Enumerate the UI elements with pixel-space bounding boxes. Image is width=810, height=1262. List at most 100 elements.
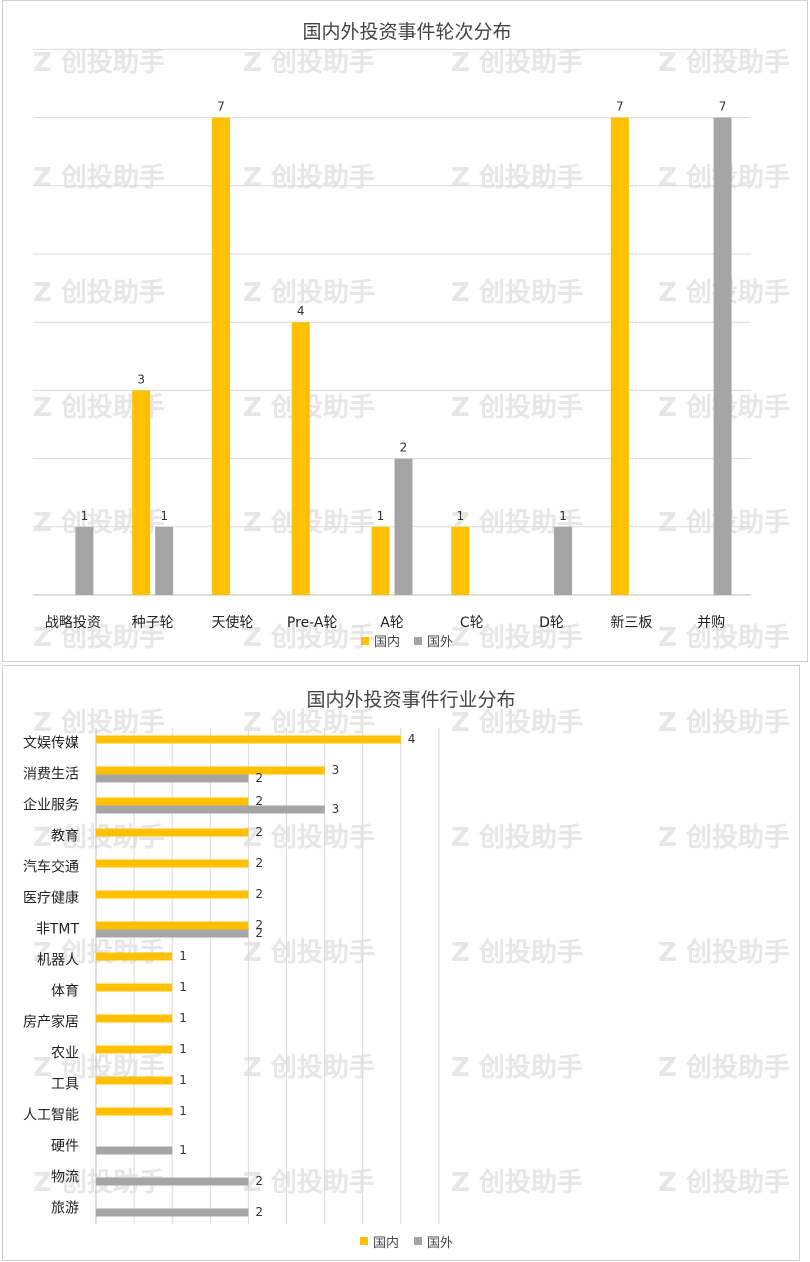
watermark-text: Z 创投助手 — [33, 708, 165, 738]
bar-domestic — [96, 1045, 173, 1054]
data-label: 2 — [255, 1205, 263, 1219]
watermark-text: Z 创投助手 — [33, 278, 165, 308]
watermark-text: Z 创投助手 — [243, 48, 375, 78]
legend-swatch-foreign — [414, 637, 422, 645]
watermark-text: Z 创投助手 — [243, 708, 375, 738]
bar-domestic — [371, 526, 390, 595]
watermark-text: Z 创投助手 — [243, 823, 375, 853]
watermark-text: Z 创投助手 — [33, 48, 165, 78]
watermark-text: Z 创投助手 — [33, 823, 165, 853]
bar-foreign — [96, 1177, 249, 1186]
bar-domestic — [96, 890, 249, 899]
bar-foreign — [96, 774, 249, 783]
bar-domestic — [96, 735, 401, 744]
data-label: 1 — [456, 509, 464, 523]
category-tick-label: 非TMT — [36, 922, 80, 938]
data-label: 4 — [408, 732, 416, 746]
watermark-text: Z 创投助手 — [451, 623, 583, 653]
watermark-text: Z 创投助手 — [33, 163, 165, 193]
data-label: 2 — [255, 887, 263, 901]
bar-domestic — [96, 859, 249, 868]
category-tick-label: 机器人 — [37, 953, 79, 969]
category-tick-label: 人工智能 — [23, 1108, 79, 1124]
watermark-text: Z 创投助手 — [658, 623, 790, 653]
watermark-text: Z 创投助手 — [658, 1053, 790, 1083]
watermark-text: Z 创投助手 — [451, 823, 583, 853]
data-label: 1 — [179, 1011, 187, 1025]
bar-foreign — [96, 929, 249, 938]
data-label: 2 — [255, 825, 263, 839]
data-label: 2 — [255, 1174, 263, 1188]
category-tick-label: 汽车交通 — [23, 859, 79, 876]
industry-distribution-chart-panel: Z 创投助手 Z 创投助手 Z 创投助手 Z 创投助手 Z 创投助手 Z 创投助手 Z 创投… — [2, 665, 800, 1261]
bar-foreign — [96, 805, 325, 814]
legend: 国内 国外 — [360, 1235, 453, 1251]
industry-distribution-chart: Z 创投助手 Z 创投助手 Z 创投助手 Z 创投助手 Z 创投助手 Z 创投助手 Z 创投… — [23, 689, 790, 1251]
round-distribution-chart-panel: Z 创投助手 Z 创投助手 Z 创投助手 Z 创投助手 Z 创投助手 Z 创投助手 Z 创投… — [2, 0, 808, 662]
data-label: 1 — [377, 509, 385, 523]
data-label: 1 — [179, 1143, 187, 1157]
category-tick-label: Pre-A轮 — [287, 615, 338, 631]
watermark-text: Z 创投助手 — [658, 938, 790, 968]
data-label: 2 — [255, 771, 263, 785]
bar-domestic — [96, 921, 249, 930]
data-label: 2 — [255, 794, 263, 808]
legend: 国内 国外 — [361, 634, 453, 650]
watermark-text: Z 创投助手 — [658, 708, 790, 738]
bar-domestic — [211, 117, 230, 595]
category-tick-label: 旅游 — [51, 1201, 79, 1217]
bar-domestic — [96, 1076, 173, 1085]
data-label: 1 — [81, 509, 89, 523]
chart-title: 国内外投资事件轮次分布 — [302, 21, 511, 43]
data-label: 3 — [332, 763, 340, 777]
bar-domestic — [96, 1014, 173, 1023]
watermark-text: Z 创投助手 — [451, 708, 583, 738]
category-tick-label: 企业服务 — [23, 797, 79, 814]
data-label: 1 — [179, 1042, 187, 1056]
legend-label-foreign: 国外 — [427, 635, 453, 650]
category-tick-label: 并购 — [697, 615, 725, 631]
watermark-text: Z 创投助手 — [451, 1168, 583, 1198]
bar-domestic — [96, 1107, 173, 1116]
data-label: 1 — [179, 980, 187, 994]
watermark-text: Z 创投助手 — [658, 823, 790, 853]
bar-domestic — [291, 322, 310, 595]
legend-label-domestic: 国内 — [374, 634, 400, 650]
data-label: 3 — [137, 372, 145, 386]
bar-domestic — [96, 952, 173, 961]
bar-domestic — [132, 390, 151, 595]
data-label: 7 — [719, 100, 727, 114]
category-tick-label: 农业 — [51, 1046, 79, 1062]
category-tick-label: A轮 — [380, 615, 404, 631]
watermark-text: Z 创投助手 — [451, 48, 583, 78]
bar-foreign — [394, 458, 413, 595]
data-label: 1 — [160, 509, 168, 523]
bars — [75, 117, 732, 595]
data-label: 1 — [559, 509, 567, 523]
bar-domestic — [96, 797, 249, 806]
bar-foreign — [554, 526, 573, 595]
bar-domestic — [96, 766, 325, 775]
category-tick-label: 新三板 — [610, 615, 652, 631]
bar-foreign — [75, 526, 94, 595]
category-tick-label: 房产家居 — [23, 1014, 79, 1031]
legend-swatch-domestic — [360, 1237, 368, 1245]
legend-label-domestic: 国内 — [373, 1235, 399, 1251]
chart-title: 国内外投资事件行业分布 — [306, 689, 515, 711]
watermark-text: Z 创投助手 — [243, 163, 375, 193]
watermark-text: Z 创投助手 — [451, 393, 583, 423]
category-tick-label: 医疗健康 — [23, 890, 79, 907]
bar-foreign — [96, 1208, 249, 1217]
watermark-text: Z 创投助手 — [451, 278, 583, 308]
watermark-text: Z 创投助手 — [243, 1168, 375, 1198]
watermark-text: Z 创投助手 — [451, 163, 583, 193]
category-tick-label: 战略投资 — [45, 615, 101, 631]
category-tick-label: 文娱传媒 — [23, 736, 79, 752]
data-label: 2 — [255, 918, 263, 932]
legend-swatch-foreign — [414, 1237, 422, 1245]
bar-domestic — [96, 828, 249, 837]
bar-domestic — [96, 983, 173, 992]
category-tick-label: 工具 — [51, 1077, 79, 1093]
data-label: 7 — [616, 100, 624, 114]
